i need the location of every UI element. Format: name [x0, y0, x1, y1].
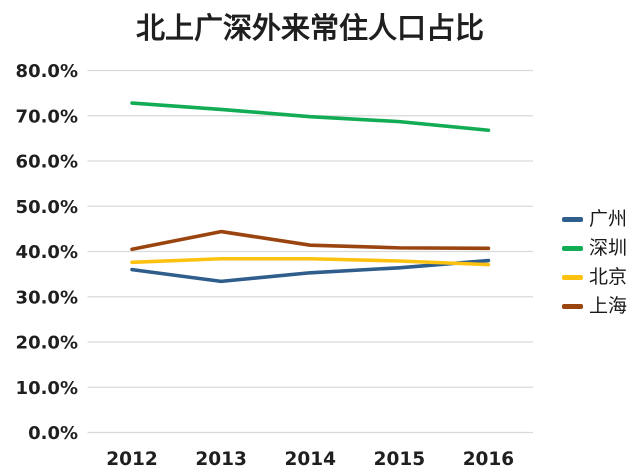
legend-item-shanghai: 上海 — [562, 295, 627, 317]
x-tick-label: 2015 — [374, 449, 426, 470]
legend-item-shenzhen: 深圳 — [562, 237, 627, 259]
y-tick-label: 50.0% — [16, 197, 78, 218]
legend-swatch-guangzhou — [562, 216, 583, 222]
legend-item-beijing: 北京 — [562, 266, 627, 288]
legend-item-guangzhou: 广州 — [562, 208, 627, 230]
y-tick-label: 30.0% — [16, 287, 78, 308]
y-tick-label: 10.0% — [16, 378, 78, 399]
series-line-shanghai — [130, 229, 491, 252]
y-tick-label: 60.0% — [16, 152, 78, 173]
series-line-beijing — [130, 256, 491, 267]
legend-swatch-shenzhen — [562, 245, 583, 251]
y-tick-label: 0.0% — [28, 423, 78, 444]
y-tick-label: 80.0% — [16, 61, 78, 82]
x-tick-label: 2014 — [285, 449, 337, 470]
y-tick-label: 70.0% — [16, 106, 78, 127]
x-tick-label: 2016 — [463, 449, 515, 470]
legend-swatch-shanghai — [562, 303, 583, 309]
legend-label-beijing: 北京 — [589, 266, 628, 288]
legend: 广州 深圳 北京 上海 — [562, 208, 627, 317]
chart-title: 北上广深外来常住人口占比 — [135, 11, 484, 45]
series-line-guangzhou — [130, 258, 491, 284]
y-tick-label: 40.0% — [16, 242, 78, 263]
legend-swatch-beijing — [562, 274, 583, 280]
legend-label-shenzhen: 深圳 — [589, 237, 628, 259]
x-tick-label: 2013 — [195, 449, 247, 470]
y-tick-label: 20.0% — [16, 333, 78, 354]
legend-label-guangzhou: 广州 — [589, 208, 628, 230]
series-line-shenzhen — [130, 101, 491, 133]
x-tick-label: 2012 — [106, 449, 158, 470]
legend-label-shanghai: 上海 — [589, 295, 628, 317]
